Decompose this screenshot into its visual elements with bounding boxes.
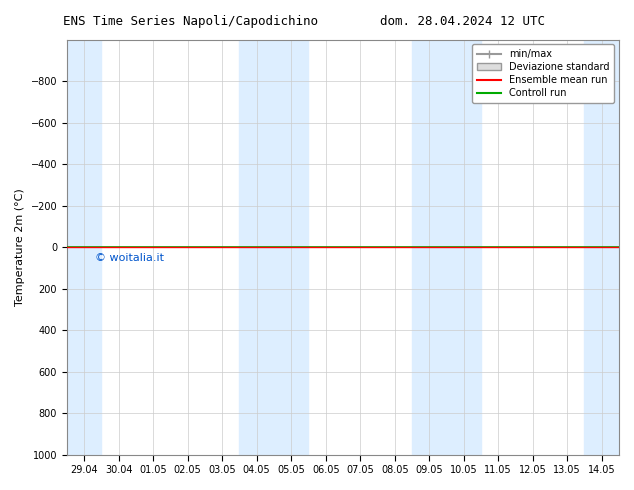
Bar [240,40,309,455]
Text: ENS Time Series Napoli/Capodichino: ENS Time Series Napoli/Capodichino [63,15,318,28]
Text: dom. 28.04.2024 12 UTC: dom. 28.04.2024 12 UTC [380,15,545,28]
Bar [67,40,101,455]
Text: © woitalia.it: © woitalia.it [94,253,164,263]
Bar [412,40,481,455]
Bar [585,40,619,455]
Y-axis label: Temperature 2m (°C): Temperature 2m (°C) [15,188,25,306]
Legend: min/max, Deviazione standard, Ensemble mean run, Controll run: min/max, Deviazione standard, Ensemble m… [472,45,614,103]
